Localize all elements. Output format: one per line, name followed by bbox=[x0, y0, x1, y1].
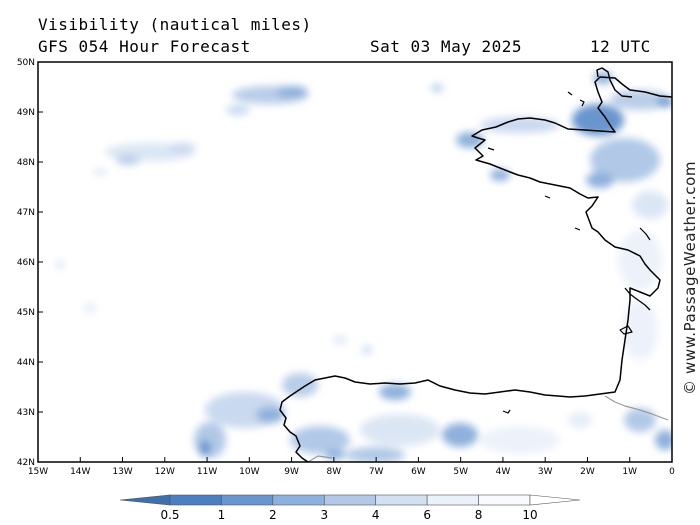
latitude-labels: 50N 49N 48N 47N 46N 45N 44N 43N 42N bbox=[17, 58, 35, 468]
watermark: © www.PassageWeather.com bbox=[681, 161, 699, 395]
forecast-time: 12 UTC bbox=[590, 37, 651, 56]
lon-label: 0 bbox=[669, 467, 675, 477]
lon-label: 15W bbox=[28, 467, 48, 477]
visibility-shading bbox=[55, 72, 672, 462]
lat-label: 47N bbox=[17, 208, 35, 218]
forecast-label: GFS 054 Hour Forecast bbox=[38, 37, 251, 56]
colorbar-segment bbox=[375, 494, 428, 506]
longitude-labels: 15W 14W 13W 12W 11W 10W 9W 8W 7W 6W 5W 4W 3W 2W 1W 0 bbox=[28, 467, 675, 477]
lat-label: 49N bbox=[17, 108, 35, 118]
colorbar-segment bbox=[529, 494, 581, 506]
lat-label: 48N bbox=[17, 158, 35, 168]
lon-label: 8W bbox=[327, 467, 342, 477]
lon-label: 4W bbox=[496, 467, 511, 477]
lat-label: 42N bbox=[17, 458, 35, 468]
colorbar-label: 1 bbox=[218, 508, 226, 522]
lon-label: 3W bbox=[538, 467, 553, 477]
axis-ticks bbox=[37, 61, 673, 463]
lon-label: 13W bbox=[112, 467, 132, 477]
lon-label: 5W bbox=[453, 467, 468, 477]
lon-label: 9W bbox=[284, 467, 299, 477]
lon-label: 6W bbox=[411, 467, 426, 477]
colorbar-labels: 0.5 1 2 3 4 6 8 10 bbox=[160, 508, 537, 522]
lon-label: 14W bbox=[70, 467, 90, 477]
colorbar-label: 8 bbox=[475, 508, 483, 522]
colorbar-segment bbox=[478, 494, 531, 506]
forecast-date: Sat 03 May 2025 bbox=[370, 37, 522, 56]
map-title: Visibility (nautical miles) bbox=[38, 15, 312, 34]
colorbar-label: 2 bbox=[269, 508, 277, 522]
colorbar-segment bbox=[272, 494, 325, 506]
lon-label: 2W bbox=[580, 467, 595, 477]
lon-label: 11W bbox=[197, 467, 217, 477]
colorbar-label: 6 bbox=[423, 508, 431, 522]
lon-label: 7W bbox=[369, 467, 384, 477]
colorbar-label: 4 bbox=[372, 508, 380, 522]
lat-label: 46N bbox=[17, 258, 35, 268]
lat-label: 43N bbox=[17, 408, 35, 418]
lon-label: 10W bbox=[239, 467, 259, 477]
colorbar-segment bbox=[119, 494, 171, 506]
colorbar-segment bbox=[169, 494, 222, 506]
colorbar-segment bbox=[426, 494, 479, 506]
colorbar-label: 3 bbox=[320, 508, 328, 522]
colorbar-segment bbox=[323, 494, 377, 506]
lat-label: 44N bbox=[17, 358, 35, 368]
lon-label: 12W bbox=[155, 467, 175, 477]
lat-label: 45N bbox=[17, 308, 35, 318]
colorbar bbox=[119, 494, 581, 506]
coastlines bbox=[279, 62, 672, 462]
colorbar-label: 0.5 bbox=[160, 508, 179, 522]
lon-label: 1W bbox=[622, 467, 637, 477]
colorbar-segment bbox=[221, 494, 274, 506]
lat-label: 50N bbox=[17, 58, 35, 68]
colorbar-label: 10 bbox=[522, 508, 537, 522]
